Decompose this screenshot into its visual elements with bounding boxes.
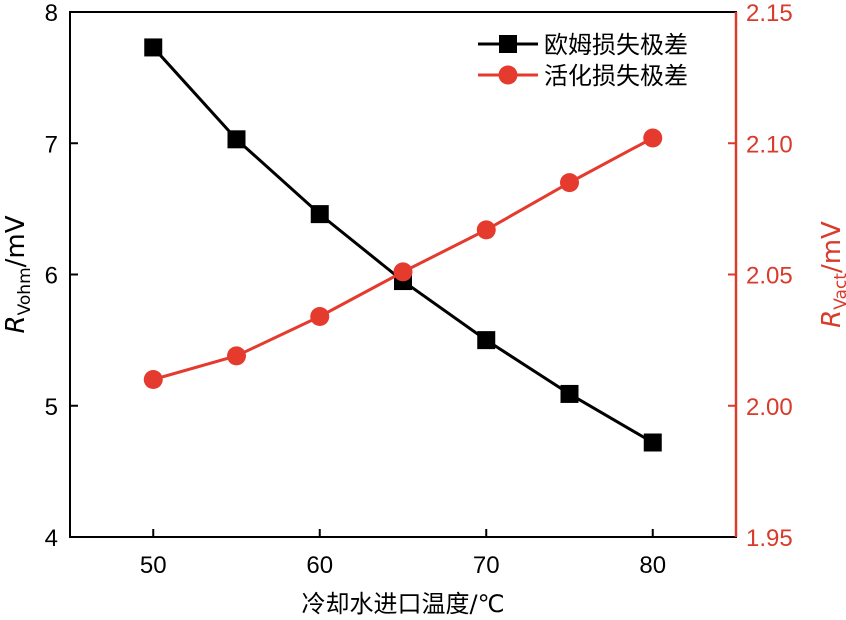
- left-y-axis-title: RVohm/mV: [1, 215, 35, 333]
- data-point: [310, 205, 329, 224]
- series-1: [144, 38, 662, 452]
- data-point: [643, 433, 662, 452]
- left-y-tick-label: 7: [45, 131, 58, 158]
- data-point: [477, 331, 496, 350]
- left-y-axis-title-unit: /mV: [1, 215, 31, 267]
- left-y-axis-title-sub: Vohm: [15, 267, 35, 315]
- x-tick-label: 80: [639, 552, 666, 579]
- left-y-axis: 4 5 6 7 8: [45, 0, 78, 552]
- x-tick-label: 70: [473, 552, 500, 579]
- legend-label: 活化损失极差: [544, 62, 688, 90]
- legend-marker: [499, 35, 517, 53]
- right-y-tick-label: 1.95: [746, 525, 793, 552]
- data-point: [560, 173, 579, 193]
- legend-item: 欧姆损失极差: [478, 31, 688, 59]
- right-y-axis: 1.95 2.00 2.05 2.10 2.15: [728, 0, 793, 552]
- data-point: [476, 220, 496, 240]
- left-y-tick-label: 5: [45, 394, 58, 421]
- left-y-tick-label: 6: [45, 263, 58, 290]
- right-y-tick-label: 2.15: [746, 0, 793, 27]
- legend-item: 活化损失极差: [478, 62, 688, 90]
- right-y-axis-title-unit: /mV: [817, 221, 846, 273]
- left-y-tick-label: 8: [45, 0, 58, 27]
- series-2: [143, 128, 663, 389]
- x-axis: 50 60 70 80: [140, 529, 666, 579]
- x-tick-label: 60: [306, 552, 333, 579]
- x-tick-label: 50: [140, 552, 167, 579]
- data-point: [643, 128, 663, 148]
- plot-area: [143, 38, 663, 452]
- right-y-tick-label: 2.10: [746, 131, 793, 158]
- data-point: [144, 38, 163, 57]
- series-line: [152, 46, 654, 444]
- x-axis-title: 冷却水进口温度/℃: [301, 590, 504, 618]
- data-point: [560, 384, 579, 403]
- legend-marker: [498, 65, 518, 85]
- left-y-axis-title-main: R: [1, 315, 31, 333]
- right-y-axis-title: RVact/mV: [817, 221, 846, 328]
- data-point: [393, 262, 413, 282]
- legend-label: 欧姆损失极差: [544, 31, 688, 59]
- data-point: [227, 130, 246, 149]
- right-y-tick-label: 2.05: [746, 263, 793, 290]
- data-point: [143, 370, 163, 389]
- right-y-tick-label: 2.00: [746, 394, 793, 421]
- series-line: [152, 136, 654, 381]
- right-y-axis-title-sub: Vact: [831, 273, 846, 310]
- data-point: [310, 307, 330, 326]
- right-y-axis-title-main: R: [817, 310, 846, 328]
- left-y-tick-label: 4: [45, 525, 58, 552]
- data-point: [227, 346, 246, 366]
